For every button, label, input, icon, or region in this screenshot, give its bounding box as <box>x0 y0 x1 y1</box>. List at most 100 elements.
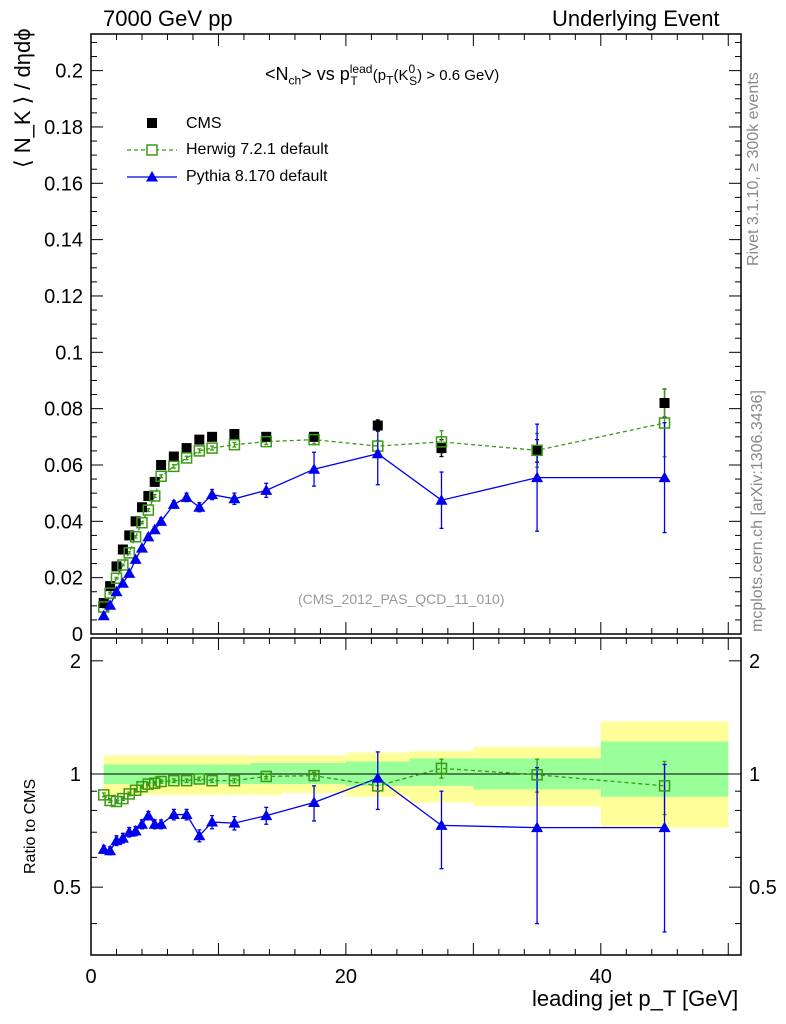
main-y-tick-label-3: 0.06 <box>44 455 83 477</box>
ratio-pythia-point-10 <box>167 808 180 820</box>
y-axis-label-main-text: ⟨ N_K ⟩ / dηdϕ <box>10 28 35 168</box>
x-tick-label-1: 20 <box>335 966 357 988</box>
ratio-herwig-point-1 <box>104 794 116 807</box>
pythia-point-1 <box>104 599 117 610</box>
ratio-pythia-point-1 <box>104 844 117 856</box>
ratio-herwig-point-18 <box>435 762 448 775</box>
main-y-tick-label-6: 0.12 <box>44 286 83 308</box>
herwig-point-13 <box>206 442 218 454</box>
herwig-point-7 <box>142 504 155 516</box>
herwig-point-20 <box>658 417 671 429</box>
y-axis-label-main: ⟨ N_K ⟩ / dηdϕ <box>10 28 36 168</box>
ratio-herwig-point-20 <box>658 780 671 792</box>
pythia-point-9 <box>155 515 168 526</box>
cms-point-18 <box>436 443 447 454</box>
mcplots-label: mcplots.cern.ch [arXiv:1306.3436] <box>749 390 766 632</box>
ratio-y-tick-label-left-1: 1 <box>70 764 81 786</box>
herwig-point-5 <box>129 531 142 543</box>
cms-point-20 <box>659 398 670 409</box>
ratio-pythia-point-14 <box>228 817 241 828</box>
cms-point-19 <box>532 445 543 456</box>
pythia-point-4 <box>123 567 136 578</box>
ratio-herwig-point-9 <box>155 775 167 788</box>
ratio-herwig-point-15 <box>260 770 272 783</box>
ratio-herwig-point-4 <box>123 788 135 800</box>
cms-point-3 <box>117 544 128 555</box>
ratio-herwig-point-2 <box>110 795 123 808</box>
title-cut-text: (p <box>372 67 387 84</box>
ratio-herwig-point-13 <box>206 774 218 787</box>
legend-marker-cms <box>147 118 157 128</box>
pythia-point-14 <box>228 492 241 504</box>
main-y-tick-label-10: 0.2 <box>55 61 83 83</box>
cms-point-6 <box>136 502 147 513</box>
ratio-pythia-point-20 <box>658 821 671 833</box>
main-y-tick-label-7: 0.14 <box>44 230 83 252</box>
legend-label-pythia: Pythia 8.170 default <box>186 168 328 185</box>
ratio-herwig-point-11 <box>180 774 193 787</box>
cms-point-1 <box>105 581 116 592</box>
pythia-point-11 <box>180 491 193 502</box>
ratio-pythia-point-7 <box>142 809 155 821</box>
pythia-point-12 <box>193 501 206 512</box>
main-y-tick-label-0: 0 <box>72 624 83 646</box>
x-tick-label-2: 40 <box>590 966 612 988</box>
ratio-herwig-point-8 <box>148 777 161 789</box>
pythia-point-15 <box>260 484 273 495</box>
ratio-pythia-point-16 <box>308 796 321 807</box>
ratio-y-tick-label-right-0: 0.5 <box>749 877 777 899</box>
header-right: Underlying Event <box>552 6 720 31</box>
y-axis-label-ratio: Ratio to CMS <box>22 778 39 874</box>
ratio-pythia-point-5 <box>129 825 142 836</box>
herwig-point-3 <box>117 559 129 571</box>
legend-label-herwig: Herwig 7.2.1 default <box>186 141 329 158</box>
ratio-panel-frame <box>90 637 742 956</box>
ratio-y-tick-label-left-0: 0.5 <box>53 877 81 899</box>
herwig-point-18 <box>435 436 448 448</box>
cms-point-7 <box>143 490 154 501</box>
main-y-tick-label-9: 0.18 <box>44 117 83 139</box>
ratio-herwig-point-5 <box>129 784 142 797</box>
cms-point-17 <box>372 420 383 431</box>
herwig-point-12 <box>193 445 206 457</box>
cms-point-2 <box>111 561 122 572</box>
ratio-y-tick-label-left-2: 2 <box>70 651 81 673</box>
cms-point-10 <box>168 451 179 462</box>
herwig-point-14 <box>228 438 241 451</box>
pythia-point-19 <box>531 471 544 483</box>
pythia-point-17 <box>371 447 384 459</box>
herwig-line <box>103 422 665 608</box>
ratio-pythia-point-3 <box>116 832 129 843</box>
title-cut-sup: 0 <box>408 62 416 76</box>
pythia-point-10 <box>167 498 180 509</box>
title-main-sub2: T <box>350 73 358 88</box>
title-cut-end: ) > 0.6 GeV) <box>417 67 500 84</box>
title-main-prefix: <N <box>265 64 289 84</box>
ratio-herwig-point-16 <box>308 769 320 782</box>
title-main-sub: ch <box>288 73 302 88</box>
ratio-pythia-point-17 <box>371 772 384 783</box>
ratio-pythia-point-6 <box>135 818 148 829</box>
herwig-point-19 <box>531 444 543 457</box>
herwig-point-9 <box>155 470 167 483</box>
ratio-herwig-point-6 <box>136 780 148 793</box>
title-cut-sub: T <box>386 73 394 88</box>
herwig-point-6 <box>136 516 148 529</box>
title-cut-mid: (K <box>393 67 409 84</box>
herwig-point-15 <box>260 435 272 448</box>
x-tick-label-0: 0 <box>85 966 96 988</box>
legend-marker-pythia <box>146 171 158 182</box>
cms-point-0 <box>98 598 109 609</box>
ratio-pythia-point-9 <box>155 818 168 829</box>
herwig-point-11 <box>180 452 193 464</box>
cms-point-8 <box>149 476 160 487</box>
cms-point-14 <box>229 429 240 439</box>
cms-point-4 <box>124 530 135 541</box>
ratio-herwig-point-7 <box>142 778 155 790</box>
ratio-pythia-point-13 <box>206 816 219 827</box>
ratio-pythia-point-18 <box>435 819 448 830</box>
cms-point-11 <box>181 443 192 454</box>
pythia-point-5 <box>129 553 142 564</box>
ratio-herwig-point-14 <box>228 774 241 787</box>
